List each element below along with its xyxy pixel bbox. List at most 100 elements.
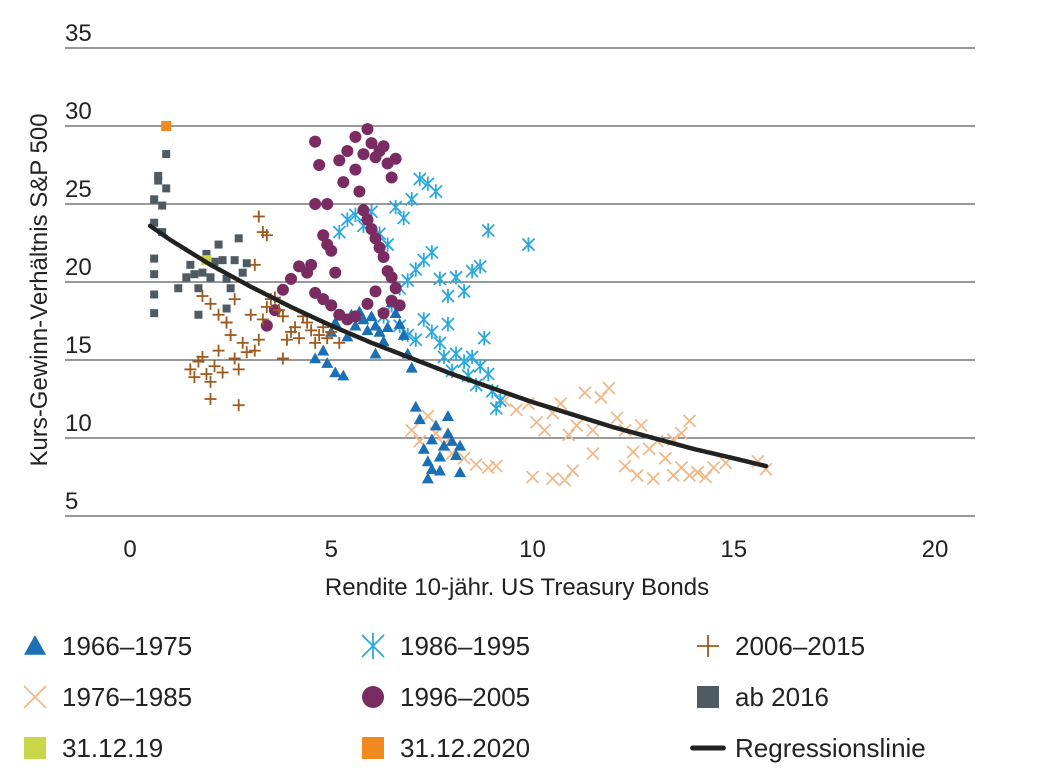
data-point bbox=[457, 284, 471, 299]
data-point bbox=[682, 414, 697, 428]
data-point bbox=[469, 457, 483, 472]
data-point bbox=[405, 361, 418, 373]
data-point bbox=[397, 210, 411, 226]
data-point bbox=[509, 403, 524, 417]
data-point bbox=[202, 249, 211, 258]
data-point bbox=[285, 272, 297, 285]
data-point bbox=[389, 307, 402, 318]
data-point bbox=[618, 459, 632, 473]
data-point bbox=[174, 284, 183, 293]
legend-marker bbox=[24, 635, 46, 655]
data-point bbox=[594, 390, 608, 405]
data-point bbox=[162, 184, 171, 193]
legend-label: Regressionslinie bbox=[735, 733, 926, 763]
x-axis-ticks: 0 5 10 15 20 bbox=[123, 536, 948, 563]
data-point bbox=[260, 319, 273, 332]
data-point bbox=[361, 213, 374, 226]
data-point bbox=[385, 271, 398, 284]
data-point bbox=[182, 273, 191, 282]
data-point bbox=[276, 283, 289, 296]
data-point bbox=[244, 308, 257, 321]
legend-marker bbox=[361, 632, 385, 660]
data-point bbox=[200, 368, 213, 381]
data-point bbox=[313, 329, 326, 342]
data-point bbox=[212, 308, 225, 321]
data-point bbox=[421, 409, 435, 423]
data-point bbox=[421, 472, 434, 484]
data-point bbox=[276, 352, 289, 365]
data-point bbox=[425, 324, 439, 340]
data-point bbox=[252, 210, 265, 223]
data-point bbox=[465, 263, 479, 279]
data-point bbox=[389, 282, 402, 295]
data-point bbox=[333, 336, 346, 349]
data-point bbox=[150, 254, 159, 263]
x-tick-label: 0 bbox=[123, 536, 136, 563]
data-point bbox=[666, 468, 681, 483]
data-point bbox=[232, 363, 245, 376]
data-point bbox=[357, 204, 370, 217]
data-point bbox=[477, 330, 491, 346]
y-tick-label: 30 bbox=[65, 98, 92, 125]
data-point bbox=[389, 199, 403, 215]
data-point bbox=[377, 251, 390, 264]
data-point bbox=[337, 176, 350, 189]
data-point bbox=[473, 259, 487, 274]
data-point bbox=[340, 212, 354, 227]
data-point bbox=[208, 360, 221, 373]
data-point bbox=[489, 459, 503, 473]
data-point bbox=[218, 256, 227, 265]
data-point bbox=[309, 198, 322, 210]
data-point bbox=[562, 428, 576, 442]
data-point bbox=[413, 413, 426, 425]
legend-label: 1976–1985 bbox=[62, 682, 192, 712]
data-point bbox=[317, 344, 330, 356]
data-point bbox=[214, 240, 223, 249]
data-point bbox=[465, 349, 479, 365]
legend-label: 1996–2005 bbox=[400, 682, 530, 712]
data-point bbox=[276, 310, 289, 323]
data-point bbox=[158, 201, 167, 210]
data-point bbox=[369, 347, 382, 359]
data-point bbox=[457, 354, 471, 369]
data-point bbox=[252, 333, 265, 346]
data-point bbox=[305, 324, 318, 337]
legend: 1966–1975 1986–1995 2006–2015 1976–1985 1996… bbox=[23, 631, 926, 763]
y-tick-label: 10 bbox=[65, 410, 92, 437]
data-point bbox=[525, 470, 540, 484]
data-point bbox=[646, 471, 660, 486]
data-point bbox=[337, 369, 350, 381]
data-point bbox=[353, 185, 366, 198]
data-point bbox=[280, 333, 293, 346]
legend-item: Regressionslinie bbox=[690, 733, 926, 763]
y-tick-label: 5 bbox=[65, 488, 78, 515]
data-point bbox=[385, 171, 398, 184]
data-points bbox=[147, 121, 773, 487]
data-point bbox=[333, 154, 346, 167]
data-point bbox=[437, 439, 450, 451]
data-point bbox=[586, 446, 600, 461]
data-point bbox=[341, 144, 354, 157]
data-point bbox=[190, 270, 199, 279]
data-point bbox=[393, 318, 406, 329]
data-point bbox=[441, 427, 454, 439]
data-point bbox=[545, 471, 560, 486]
data-point bbox=[674, 426, 689, 440]
data-point bbox=[454, 439, 467, 451]
data-point bbox=[206, 273, 215, 282]
data-point bbox=[361, 324, 374, 336]
data-point bbox=[558, 473, 572, 487]
data-point bbox=[196, 350, 209, 363]
data-point bbox=[369, 285, 382, 298]
data-point bbox=[222, 304, 231, 313]
data-point bbox=[341, 330, 354, 342]
data-point bbox=[236, 336, 249, 349]
data-point bbox=[537, 423, 552, 437]
legend-item: ab 2016 bbox=[697, 682, 829, 712]
data-point bbox=[602, 381, 616, 395]
data-point bbox=[325, 244, 338, 257]
data-point bbox=[260, 229, 273, 242]
y-axis-ticks: 5 10 15 20 25 30 35 bbox=[65, 20, 92, 515]
legend-marker bbox=[23, 685, 47, 709]
